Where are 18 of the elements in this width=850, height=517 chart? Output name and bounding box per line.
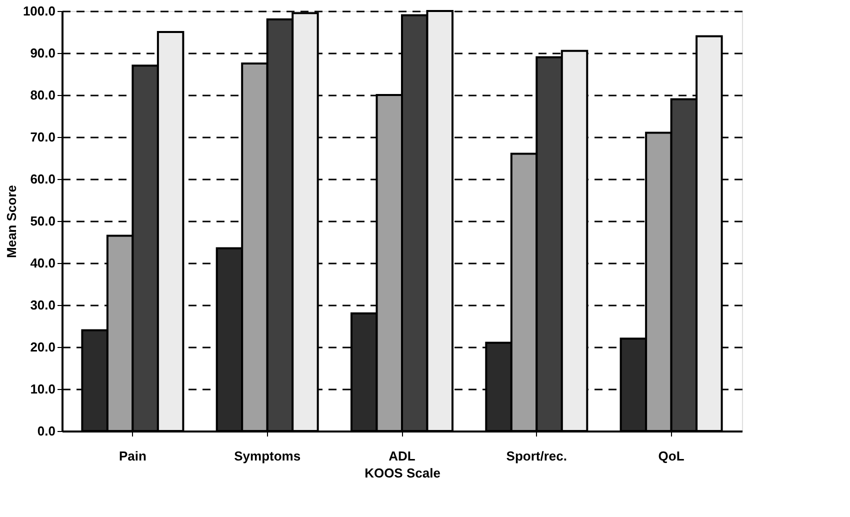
- x-tick-label: Symptoms: [234, 448, 301, 464]
- y-tick-label: 20.0: [30, 340, 56, 354]
- y-tick-label: 90.0: [30, 46, 56, 60]
- y-tick-label: 40.0: [30, 256, 56, 270]
- y-tick-label: 80.0: [30, 88, 56, 102]
- y-tick-label: 30.0: [30, 298, 56, 312]
- x-axis-title: KOOS Scale: [364, 466, 440, 480]
- x-tick-label: Sport/rec.: [506, 448, 567, 464]
- x-tick-label: ADL: [388, 448, 416, 464]
- y-axis-title: Mean Score: [4, 185, 19, 258]
- y-tick-label: 100.0: [22, 4, 56, 18]
- y-tick-label: 10.0: [30, 382, 56, 396]
- y-tick-label: 50.0: [30, 214, 56, 228]
- x-tick-label: QoL: [658, 448, 684, 464]
- y-tick-label: 70.0: [30, 130, 56, 144]
- y-tick-label: 0.0: [37, 424, 56, 438]
- y-tick-label: 60.0: [30, 172, 56, 186]
- x-tick-label: Pain: [118, 448, 146, 464]
